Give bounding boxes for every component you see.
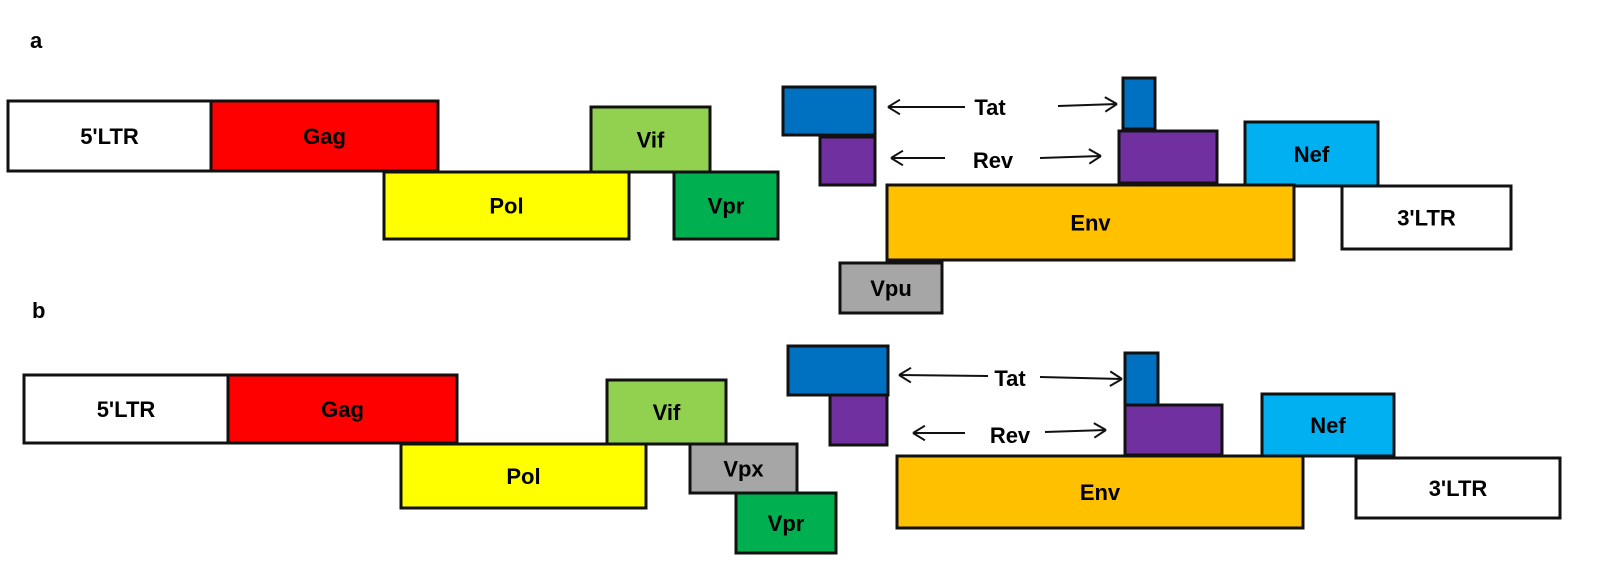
rev-exon-label: Rev — [990, 423, 1031, 448]
gene-box-tat1 — [781, 85, 877, 137]
gene-box-rev2 — [1123, 403, 1224, 457]
gene-box-tat1 — [786, 344, 890, 397]
rev-exon-label: Rev — [973, 148, 1014, 173]
gene-label-vif: Vif — [637, 128, 665, 153]
gene-box-vpx — [688, 442, 799, 495]
gene-box-ltr3 — [1340, 184, 1513, 251]
gene-box-gag — [226, 373, 459, 445]
gene-label-vpu: Vpu — [870, 276, 912, 301]
tat-arrow-right — [1039, 376, 1123, 380]
tat-arrow-right-head — [1109, 378, 1123, 387]
gene-box-ltr5 — [22, 373, 230, 445]
tat-arrow-right-head — [1104, 103, 1118, 113]
panel-label-a: a — [30, 28, 43, 53]
gene-label-vpr: Vpr — [768, 511, 805, 536]
gene-label-pol: Pol — [506, 464, 540, 489]
tat-arrow-right — [1057, 103, 1118, 107]
gene-label-nef: Nef — [1294, 142, 1330, 167]
gene-box-rev2 — [1117, 129, 1219, 185]
gene-label-env: Env — [1080, 480, 1121, 505]
gene-box-tat2 — [1123, 351, 1160, 407]
gene-label-env: Env — [1070, 211, 1111, 236]
gene-label-pol: Pol — [489, 194, 523, 219]
gene-label-ltr5: 5'LTR — [97, 397, 156, 422]
tat-arrow-left-head — [898, 374, 912, 384]
gene-box-env — [895, 454, 1305, 530]
gene-box-nef — [1260, 392, 1396, 458]
gene-box-vif — [605, 378, 728, 446]
rev-arrow-right — [1039, 155, 1102, 159]
gene-box-vpr — [672, 170, 780, 241]
gene-box-gag — [209, 99, 440, 173]
gene-label-ltr3: 3'LTR — [1429, 476, 1488, 501]
gene-box-tat2 — [1121, 76, 1157, 131]
gene-box-vpr — [734, 491, 838, 555]
rev-arrow-right-head — [1093, 422, 1107, 431]
gene-box-pol — [382, 170, 631, 241]
panel-label-b: b — [32, 298, 45, 323]
gene-label-ltr3: 3'LTR — [1397, 206, 1456, 231]
rev-arrow-left-head — [890, 149, 904, 159]
gene-box-rev1 — [828, 393, 889, 447]
gene-box-env — [885, 183, 1296, 262]
rev-arrow-left-head — [912, 432, 926, 442]
gene-label-ltr5: 5'LTR — [80, 124, 139, 149]
tat-arrow-right-head — [1109, 370, 1123, 380]
tat-arrow-left-head — [887, 98, 901, 108]
gene-label-vpr: Vpr — [708, 194, 745, 219]
gene-box-ltr5 — [6, 99, 213, 173]
gene-box-ltr3 — [1354, 456, 1562, 520]
gene-box-rev1 — [818, 135, 877, 187]
rev-arrow-left-head — [890, 157, 904, 167]
tat-arrow-left-head — [887, 106, 901, 116]
gene-box-pol — [399, 442, 648, 510]
tat-arrow-left-head — [898, 366, 912, 376]
gene-label-gag: Gag — [303, 124, 346, 149]
gene-box-vif — [589, 105, 712, 174]
tat-exon-label: Tat — [994, 366, 1026, 391]
gene-box-vpu — [838, 261, 944, 315]
gene-label-gag: Gag — [321, 397, 364, 422]
rev-arrow-right-head — [1088, 155, 1102, 165]
tat-arrow-left — [898, 374, 989, 377]
tat-arrow-right-head — [1104, 96, 1118, 105]
rev-arrow-right-head — [1093, 429, 1107, 439]
rev-arrow-left-head — [912, 424, 926, 434]
gene-box-nef — [1243, 120, 1380, 188]
rev-arrow-right-head — [1088, 148, 1102, 157]
gene-label-nef: Nef — [1310, 413, 1346, 438]
gene-label-vif: Vif — [653, 400, 681, 425]
rev-arrow-right — [1044, 429, 1107, 433]
tat-exon-label: Tat — [974, 95, 1006, 120]
gene-label-vpx: Vpx — [723, 457, 764, 482]
